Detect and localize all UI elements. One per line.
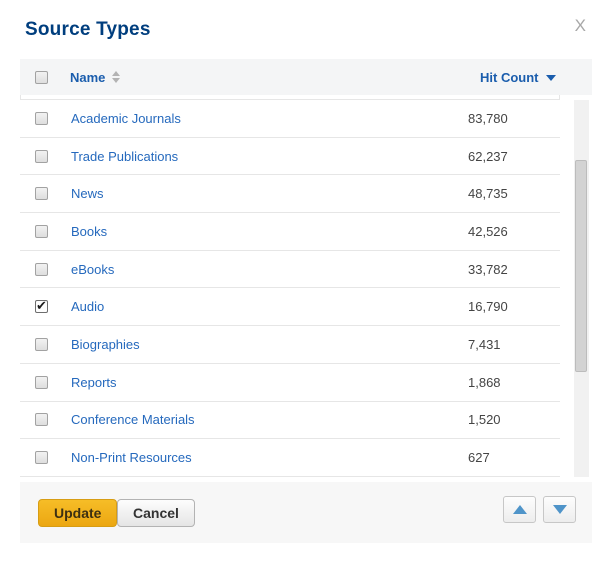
arrow-up-icon xyxy=(512,505,527,514)
source-type-link[interactable]: Books xyxy=(71,223,108,239)
rows-container: Academic Journals 83,780 Trade Publicati… xyxy=(20,100,592,477)
hit-count-value: 33,782 xyxy=(468,261,508,277)
table-row: Reports 1,868 xyxy=(20,364,560,402)
table-row: Books 42,526 xyxy=(20,213,560,251)
scroll-down-button[interactable] xyxy=(543,496,576,523)
row-checkbox[interactable] xyxy=(35,187,48,201)
row-checkbox[interactable] xyxy=(35,451,48,465)
hit-count-value: 1,868 xyxy=(468,374,501,390)
hit-count-value: 16,790 xyxy=(468,299,508,315)
hit-count-value: 48,735 xyxy=(468,186,508,202)
hit-count-value: 62,237 xyxy=(468,148,508,164)
column-header-name[interactable]: Name xyxy=(70,69,106,85)
select-all-checkbox[interactable] xyxy=(35,70,48,84)
table-row: Audio 16,790 xyxy=(20,288,560,327)
sort-both-icon[interactable] xyxy=(112,71,121,83)
dialog-title: Source Types xyxy=(25,19,151,40)
row-checkbox[interactable] xyxy=(35,375,48,389)
hit-count-value: 83,780 xyxy=(468,110,508,126)
row-checkbox[interactable] xyxy=(35,149,48,163)
scroll-up-button[interactable] xyxy=(503,496,536,523)
dialog-footer: Update Cancel xyxy=(20,482,592,543)
source-type-link[interactable]: Audio xyxy=(71,299,105,315)
scrollbar-thumb[interactable] xyxy=(575,160,587,372)
table-row: Academic Journals 83,780 xyxy=(20,100,560,138)
table-row: Non-Print Resources 627 xyxy=(20,439,560,477)
source-type-link[interactable]: Reports xyxy=(71,374,117,390)
table-header-row: Name Hit Count xyxy=(20,59,592,95)
table-row: Trade Publications 62,237 xyxy=(20,138,560,176)
table-row: News 48,735 xyxy=(20,175,560,214)
source-type-link[interactable]: Non-Print Resources xyxy=(71,450,192,466)
source-type-list: Academic Journals 83,780 Trade Publicati… xyxy=(20,95,592,477)
row-checkbox[interactable] xyxy=(35,111,48,125)
row-checkbox[interactable] xyxy=(35,262,48,276)
partial-row-above xyxy=(20,95,560,100)
row-checkbox[interactable] xyxy=(35,413,48,427)
hit-count-value: 7,431 xyxy=(468,336,501,352)
table-row: Biographies 7,431 xyxy=(20,326,560,364)
cancel-button[interactable]: Cancel xyxy=(117,499,195,527)
source-type-link[interactable]: Biographies xyxy=(71,336,140,352)
row-checkbox[interactable] xyxy=(35,224,48,238)
sort-up-icon xyxy=(112,71,121,76)
table-row: Conference Materials 1,520 xyxy=(20,402,560,440)
update-button[interactable]: Update xyxy=(38,499,118,527)
close-icon[interactable]: X xyxy=(574,16,586,35)
column-header-hit-count[interactable]: Hit Count xyxy=(480,69,557,85)
sort-desc-icon xyxy=(546,75,557,81)
scrollbar-track[interactable] xyxy=(574,100,589,477)
arrow-down-icon xyxy=(552,505,567,514)
hit-count-value: 1,520 xyxy=(468,412,501,428)
source-type-link[interactable]: eBooks xyxy=(71,261,115,277)
row-checkbox[interactable] xyxy=(35,337,48,351)
hit-count-value: 42,526 xyxy=(468,223,508,239)
row-checkbox[interactable] xyxy=(35,298,48,314)
source-type-link[interactable]: Trade Publications xyxy=(71,148,179,164)
hit-count-value: 627 xyxy=(468,450,490,466)
sort-down-icon xyxy=(112,78,121,83)
hit-count-label: Hit Count xyxy=(480,69,539,85)
dialog-titlebar: Source Types X xyxy=(0,0,612,59)
source-type-link[interactable]: Conference Materials xyxy=(71,412,195,428)
source-type-link[interactable]: News xyxy=(71,186,104,202)
source-type-link[interactable]: Academic Journals xyxy=(71,110,181,126)
table-row: eBooks 33,782 xyxy=(20,251,560,289)
